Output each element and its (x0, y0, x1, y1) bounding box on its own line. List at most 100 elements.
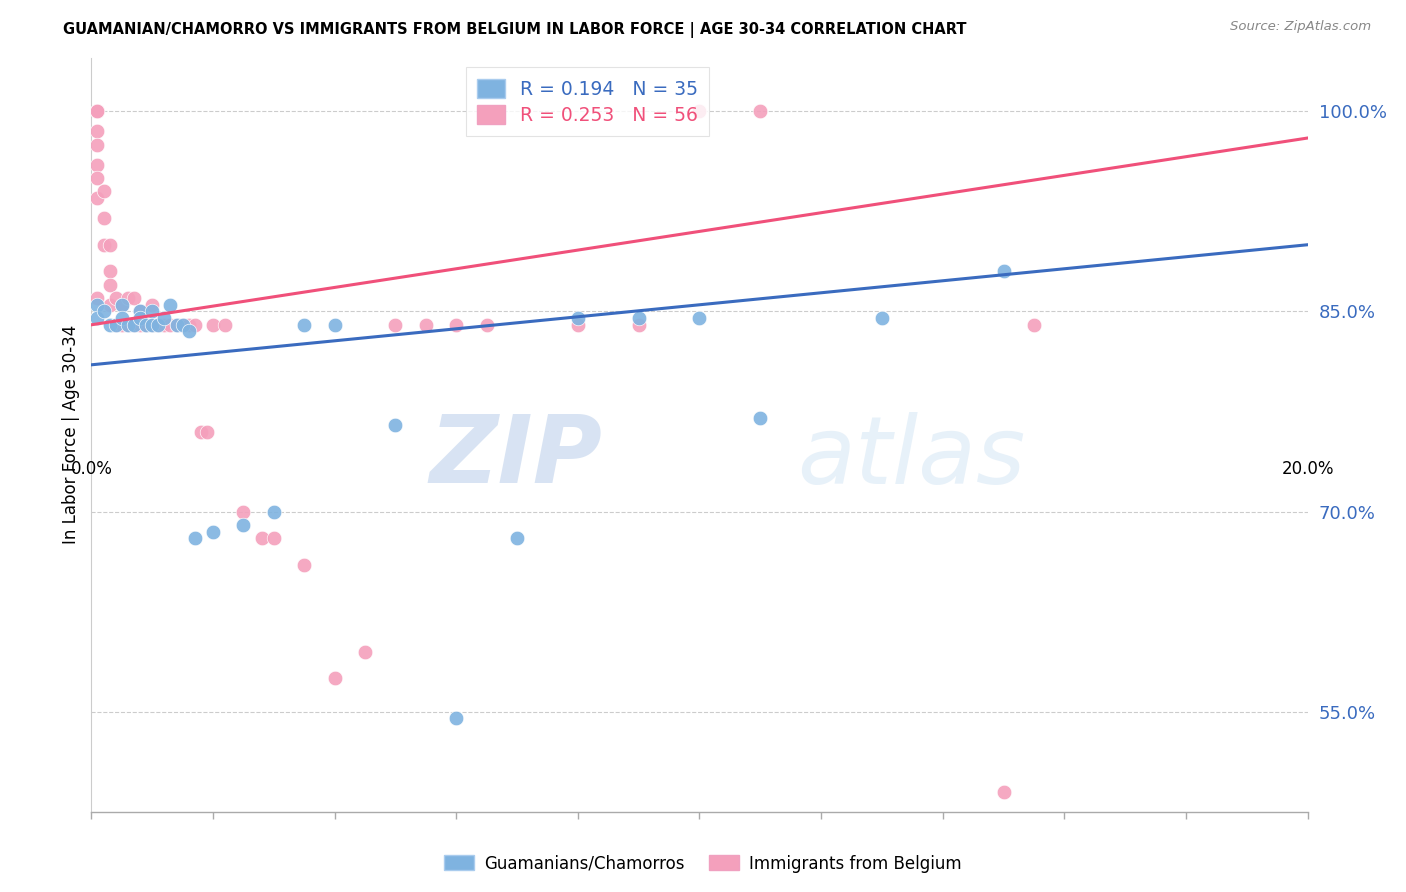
Point (250, 531, 273, 545)
Point (159, 318, 181, 332)
Point (993, 264, 1015, 278)
Point (166, 318, 188, 332)
Point (117, 318, 139, 332)
Point (141, 318, 163, 332)
Point (153, 311, 176, 326)
Point (475, 318, 498, 332)
Point (98, 264, 121, 278)
Point (93, 304, 115, 318)
Point (870, 311, 893, 326)
Point (177, 318, 200, 332)
Point (86, 298, 108, 312)
Point (195, 425, 218, 439)
Text: atlas: atlas (797, 412, 1025, 503)
Point (993, 785, 1015, 799)
Point (86, 191, 108, 205)
Point (292, 318, 315, 332)
Point (444, 711, 467, 725)
Point (232, 517, 254, 532)
Point (567, 311, 589, 326)
Point (627, 318, 650, 332)
Point (148, 318, 170, 332)
Point (214, 318, 236, 332)
Point (567, 318, 589, 332)
Point (111, 298, 134, 312)
Point (98, 318, 121, 332)
Point (184, 531, 207, 545)
Point (98, 298, 121, 312)
Point (129, 311, 152, 326)
Point (86, 104, 108, 119)
Point (104, 318, 127, 332)
Point (135, 318, 157, 332)
Point (159, 298, 181, 312)
Point (384, 417, 406, 432)
Point (129, 304, 152, 318)
Point (93, 185, 115, 199)
Text: Source: ZipAtlas.com: Source: ZipAtlas.com (1230, 20, 1371, 33)
Point (172, 318, 194, 332)
Point (86, 104, 108, 119)
Point (688, 311, 710, 326)
Point (86, 137, 108, 152)
Point (148, 318, 170, 332)
Point (93, 237, 115, 252)
Point (323, 671, 346, 685)
Point (172, 318, 194, 332)
Point (190, 425, 212, 439)
Point (415, 318, 437, 332)
Point (749, 411, 772, 425)
Legend: R = 0.194   N = 35, R = 0.253   N = 56: R = 0.194 N = 35, R = 0.253 N = 56 (465, 68, 709, 136)
Point (141, 318, 163, 332)
Point (122, 318, 145, 332)
Point (98, 277, 121, 292)
Y-axis label: In Labor Force | Age 30-34: In Labor Force | Age 30-34 (62, 326, 80, 544)
Point (749, 104, 772, 119)
Point (122, 291, 145, 305)
Point (104, 318, 127, 332)
Point (86, 158, 108, 172)
Point (122, 318, 145, 332)
Point (232, 504, 254, 518)
Point (292, 558, 315, 572)
Text: 0.0%: 0.0% (70, 459, 112, 478)
Point (384, 318, 406, 332)
Point (98, 237, 121, 252)
Text: 20.0%: 20.0% (1281, 459, 1334, 478)
Point (111, 298, 134, 312)
Point (153, 318, 176, 332)
Point (166, 318, 188, 332)
Point (184, 318, 207, 332)
Point (111, 311, 134, 326)
Point (263, 504, 285, 518)
Point (86, 124, 108, 138)
Point (444, 318, 467, 332)
Point (135, 318, 157, 332)
Text: GUAMANIAN/CHAMORRO VS IMMIGRANTS FROM BELGIUM IN LABOR FORCE | AGE 30-34 CORRELA: GUAMANIAN/CHAMORRO VS IMMIGRANTS FROM BE… (63, 22, 967, 38)
Point (506, 531, 529, 545)
Point (129, 304, 152, 318)
Point (117, 318, 139, 332)
Text: ZIP: ZIP (429, 411, 602, 503)
Point (141, 298, 163, 312)
Point (177, 325, 200, 339)
Legend: Guamanians/Chamorros, Immigrants from Belgium: Guamanians/Chamorros, Immigrants from Be… (437, 848, 969, 880)
Point (354, 645, 377, 659)
Point (86, 104, 108, 119)
Point (323, 318, 346, 332)
Point (104, 291, 127, 305)
Point (93, 211, 115, 225)
Point (117, 291, 139, 305)
Point (129, 318, 152, 332)
Point (86, 291, 108, 305)
Point (202, 524, 225, 539)
Point (263, 531, 285, 545)
Point (688, 104, 710, 119)
Point (141, 304, 163, 318)
Point (111, 318, 134, 332)
Point (627, 311, 650, 326)
Point (202, 318, 225, 332)
Point (86, 311, 108, 326)
Point (1022, 318, 1045, 332)
Point (86, 171, 108, 186)
